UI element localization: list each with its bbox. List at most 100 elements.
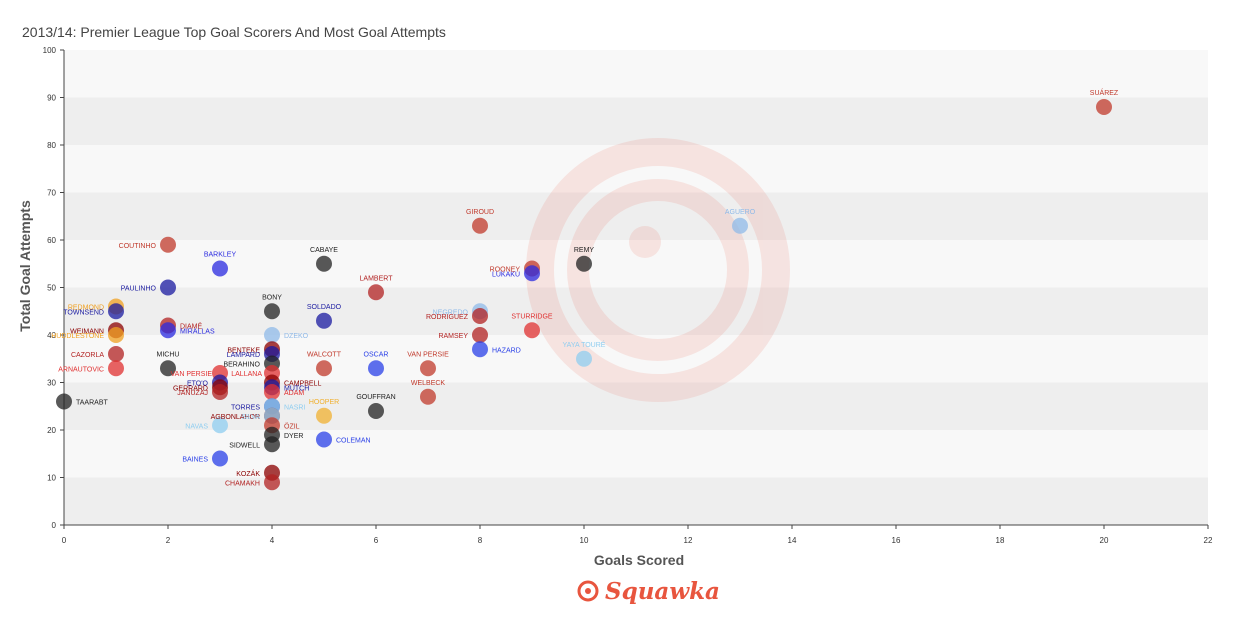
data-point[interactable] [56,393,72,410]
brand-name: Squawka [605,577,720,605]
data-point[interactable] [108,327,124,343]
squawka-watermark [526,138,790,402]
data-point[interactable] [212,260,228,277]
data-point[interactable] [160,236,176,253]
y-tick-label: 30 [47,379,56,388]
data-point[interactable] [524,322,540,339]
point-label: HOOPER [309,399,339,406]
data-point[interactable] [472,341,488,358]
y-tick-label: 90 [47,94,56,103]
y-tick-label: 50 [47,284,56,293]
brand-logo[interactable]: Squawka [577,574,720,608]
data-point[interactable] [472,308,488,324]
data-point[interactable] [212,417,228,434]
point-label: BAINES [182,457,208,464]
data-point[interactable] [576,255,592,272]
data-point[interactable] [472,217,488,234]
data-point[interactable] [316,407,332,424]
point-label: COLEMAN [336,438,371,445]
data-point[interactable] [316,360,332,377]
point-label: HUDDLESTONE [51,333,104,340]
x-tick-label: 2 [166,536,171,545]
x-tick-label: 6 [374,536,379,545]
data-point[interactable] [264,384,280,400]
data-point[interactable] [1096,99,1112,115]
point-label: LALLANA [231,371,262,378]
point-label: RODRIGUEZ [426,314,469,321]
data-point[interactable] [368,284,384,301]
data-point[interactable] [420,360,436,377]
grid-band [64,477,1208,525]
point-label: ÖZIL [284,422,300,430]
point-label: MICHU [157,351,180,358]
data-point[interactable] [576,350,592,367]
point-label: MIRALLAS [180,328,215,335]
data-point[interactable] [212,384,228,400]
y-tick-label: 10 [47,474,56,483]
point-label: RAMSEY [438,333,468,340]
x-tick-label: 10 [580,536,589,545]
x-tick-label: 12 [684,536,693,545]
point-label: AGBONLAHOR [211,414,260,421]
data-point[interactable] [368,403,384,419]
point-label: WALCOTT [307,351,342,358]
data-point[interactable] [420,388,436,405]
point-label: NASRI [284,404,305,411]
y-tick-label: 100 [43,46,57,55]
x-tick-label: 18 [996,536,1005,545]
y-tick-label: 40 [47,331,56,340]
axes: 0 10 20 30 40 50 60 70 80 90 100 0 2 4 6 8 10 12 14 16 18 20 2… [43,46,1213,545]
data-point[interactable] [108,303,124,320]
point-label: NAVAS [185,423,208,430]
point-label: WEIMANN [70,328,104,335]
data-point[interactable] [160,322,176,339]
background-bands [64,50,1208,525]
x-tick-label: 20 [1100,536,1109,545]
point-label: BARKLEY [204,252,237,259]
grid-band [64,240,1208,288]
data-point[interactable] [212,450,228,467]
point-label: VAN PERSIE [407,351,449,358]
data-point[interactable] [316,255,332,272]
data-point[interactable] [160,279,176,296]
point-label: STURRIDGE [511,313,553,320]
data-point[interactable] [264,474,280,491]
y-tick-label: 20 [47,426,56,435]
y-tick-label: 0 [52,521,57,530]
y-tick-label: 80 [47,141,56,150]
data-point[interactable] [316,312,332,329]
point-label: BONY [262,294,282,301]
watermark-ring [526,138,790,402]
data-point[interactable] [368,360,384,377]
grid-band [64,97,1208,145]
point-label: GOUFFRAN [356,394,395,401]
data-point[interactable] [524,265,540,282]
point-label: ETO'O [187,381,209,388]
data-point[interactable] [264,327,280,343]
data-point[interactable] [108,346,124,362]
data-point[interactable] [160,360,176,377]
x-tick-label: 22 [1204,536,1213,545]
x-axis-label: Goals Scored [594,552,684,568]
point-label: SILVA [241,414,260,421]
grid-band [64,430,1208,478]
watermark-dot [629,226,661,258]
data-point[interactable] [264,303,280,320]
data-point[interactable] [108,360,124,377]
grid-band [64,287,1208,335]
data-point[interactable] [732,217,748,234]
data-point[interactable] [264,436,280,453]
point-label: SIDWELL [229,442,260,449]
point-label: GIROUD [466,209,494,216]
data-point[interactable] [472,327,488,343]
point-label: TORRES [231,404,260,411]
grid-band [64,382,1208,430]
point-label: CABAYE [310,247,338,254]
data-point[interactable] [316,431,332,448]
point-label: BERAHINO [223,362,260,369]
point-label: SUÁREZ [1090,88,1119,97]
point-label: DYER [284,433,303,440]
point-label: LUKAKU [492,271,520,278]
point-label: MUTCH [284,385,309,392]
